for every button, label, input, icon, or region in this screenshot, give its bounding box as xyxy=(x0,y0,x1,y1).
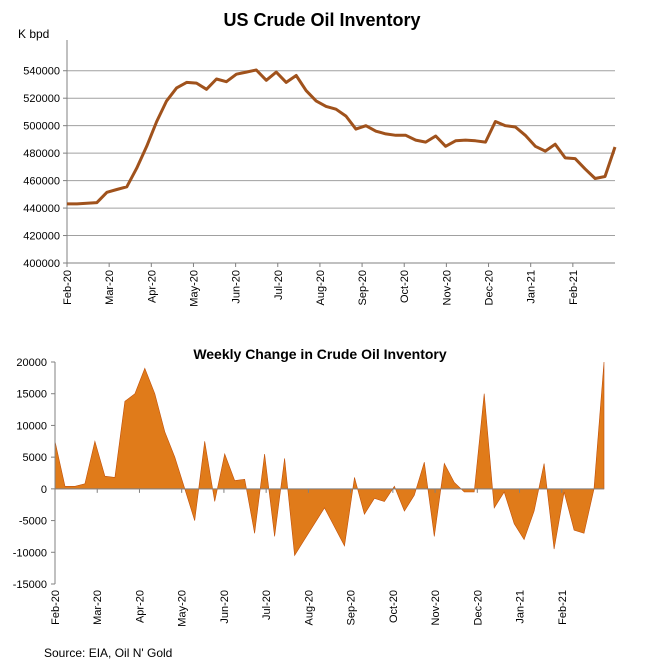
y-tick-label: 480000 xyxy=(23,148,60,160)
inventory-line-chart: US Crude Oil Inventory K bpd 400000 42000… xyxy=(18,10,617,307)
y-tick-label: -5000 xyxy=(19,516,47,528)
inventory-series-line xyxy=(67,68,617,206)
weekly-change-area-chart: Weekly Change in Crude Oil Inventory -15… xyxy=(13,346,605,627)
y-tick-label: -15000 xyxy=(13,579,47,591)
y-axis-ticks: -15000 -10000 -5000 0 5000 10000 15000 20000 xyxy=(13,357,55,591)
y-tick-label: 420000 xyxy=(23,231,60,243)
weekly-change-area xyxy=(54,361,605,557)
x-tick-label: May-20 xyxy=(177,590,189,627)
x-tick-label: Jun-20 xyxy=(219,590,231,624)
y-tick-label: 440000 xyxy=(23,203,60,215)
x-tick-label: Aug-20 xyxy=(303,590,315,625)
x-axis-ticks: Feb-20 Mar-20 Apr-20 May-20 Jun-20 Jul-20 Aug-… xyxy=(62,263,580,307)
x-tick-label: Feb-21 xyxy=(557,590,569,625)
gridlines xyxy=(67,70,615,264)
y-tick-label: 5000 xyxy=(23,452,47,464)
x-tick-label: Apr-20 xyxy=(134,590,146,623)
y-tick-label: 500000 xyxy=(23,121,60,133)
x-tick-label: Jul-20 xyxy=(273,270,285,300)
y-tick-label: 10000 xyxy=(16,420,47,432)
x-tick-label: Mar-20 xyxy=(92,590,104,625)
x-tick-label: Dec-20 xyxy=(472,590,484,625)
series-area xyxy=(54,361,605,557)
y-tick-label: 520000 xyxy=(23,93,60,105)
x-tick-label: Feb-20 xyxy=(62,270,74,305)
source-note: Source: EIA, Oil N' Gold xyxy=(44,646,173,660)
x-tick-label: Feb-21 xyxy=(568,270,580,305)
x-tick-label: Mar-20 xyxy=(104,270,116,305)
x-axis-ticks: Feb-20 Mar-20 Apr-20 May-20 Jun-20 Jul-20 Aug-… xyxy=(50,488,569,627)
x-tick-label: Nov-20 xyxy=(430,590,442,625)
x-tick-label: Sep-20 xyxy=(346,590,358,625)
chart-title: US Crude Oil Inventory xyxy=(223,10,420,30)
x-tick-label: Jul-20 xyxy=(261,590,273,620)
axes xyxy=(54,362,604,584)
series-line xyxy=(67,68,617,206)
y-tick-label: 0 xyxy=(41,484,47,496)
x-tick-label: Sep-20 xyxy=(357,270,369,305)
y-tick-label: 540000 xyxy=(23,66,60,78)
y-axis-unit-label: K bpd xyxy=(18,27,49,41)
axes xyxy=(66,40,615,264)
x-tick-label: Nov-20 xyxy=(441,270,453,305)
x-tick-label: Aug-20 xyxy=(315,270,327,305)
y-tick-label: 460000 xyxy=(23,176,60,188)
x-tick-label: Oct-20 xyxy=(388,590,400,623)
x-tick-label: Apr-20 xyxy=(146,270,158,303)
y-tick-label: -10000 xyxy=(13,547,47,559)
y-tick-label: 15000 xyxy=(16,389,47,401)
x-tick-label: Feb-20 xyxy=(50,590,62,625)
x-tick-label: Dec-20 xyxy=(484,270,496,305)
x-tick-label: Jun-20 xyxy=(231,270,243,304)
y-axis-ticks: 400000 420000 440000 460000 480000 500000 5200… xyxy=(23,66,67,270)
x-tick-label: Jan-21 xyxy=(526,270,538,304)
x-tick-label: Jan-21 xyxy=(515,590,527,624)
y-tick-label: 400000 xyxy=(23,258,60,270)
y-tick-label: 20000 xyxy=(16,357,47,369)
x-tick-label: Oct-20 xyxy=(399,270,411,303)
x-tick-label: May-20 xyxy=(188,270,200,307)
chart-title: Weekly Change in Crude Oil Inventory xyxy=(193,346,447,362)
